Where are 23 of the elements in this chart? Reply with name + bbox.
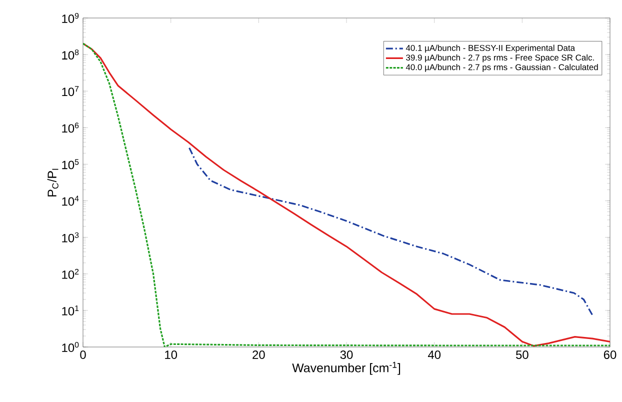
y-axis-title: P$_{C}$/P$_{I}$ [47, 168, 58, 196]
x-tick-label: 40 [428, 350, 441, 359]
legend-label: 40.0 µA/bunch - 2.7 ps rms - Gaussian - Calculated [406, 64, 598, 72]
y-tick-label: 10$^{6}$ [62, 122, 79, 133]
line-series [188, 147, 594, 316]
y-tick-label: 10$^{5}$ [62, 159, 79, 170]
y-tick-label: 10$^{2}$ [62, 268, 79, 279]
x-tick-label: 60 [604, 350, 616, 359]
legend-label: 39.9 µA/bunch - 2.7 ps rms - Free Space SR Calc. [406, 54, 594, 62]
y-tick-label: 10$^{3}$ [62, 232, 79, 242]
x-tick-label: 30 [340, 350, 353, 359]
y-tick-label: 10$^{8}$ [62, 50, 79, 60]
y-tick-label: 10$^{7}$ [62, 86, 79, 96]
legend-label: 40.1 µA/bunch - BESSY-II Experimental Data [406, 44, 576, 53]
y-tick-label: 10$^{4}$ [62, 196, 79, 206]
y-tick-label: 10$^{0}$ [62, 342, 79, 352]
y-tick-label: 10$^{1}$ [62, 305, 79, 316]
x-tick-label: 0 [80, 350, 86, 359]
y-tick-label: 10$^{9}$ [62, 12, 79, 23]
x-tick-label: 50 [516, 350, 528, 359]
x-tick-label: 10 [165, 350, 178, 359]
x-tick-label: 20 [252, 350, 265, 359]
x-axis-title: Wavenumber [cm$^{-1}$] [292, 362, 400, 375]
